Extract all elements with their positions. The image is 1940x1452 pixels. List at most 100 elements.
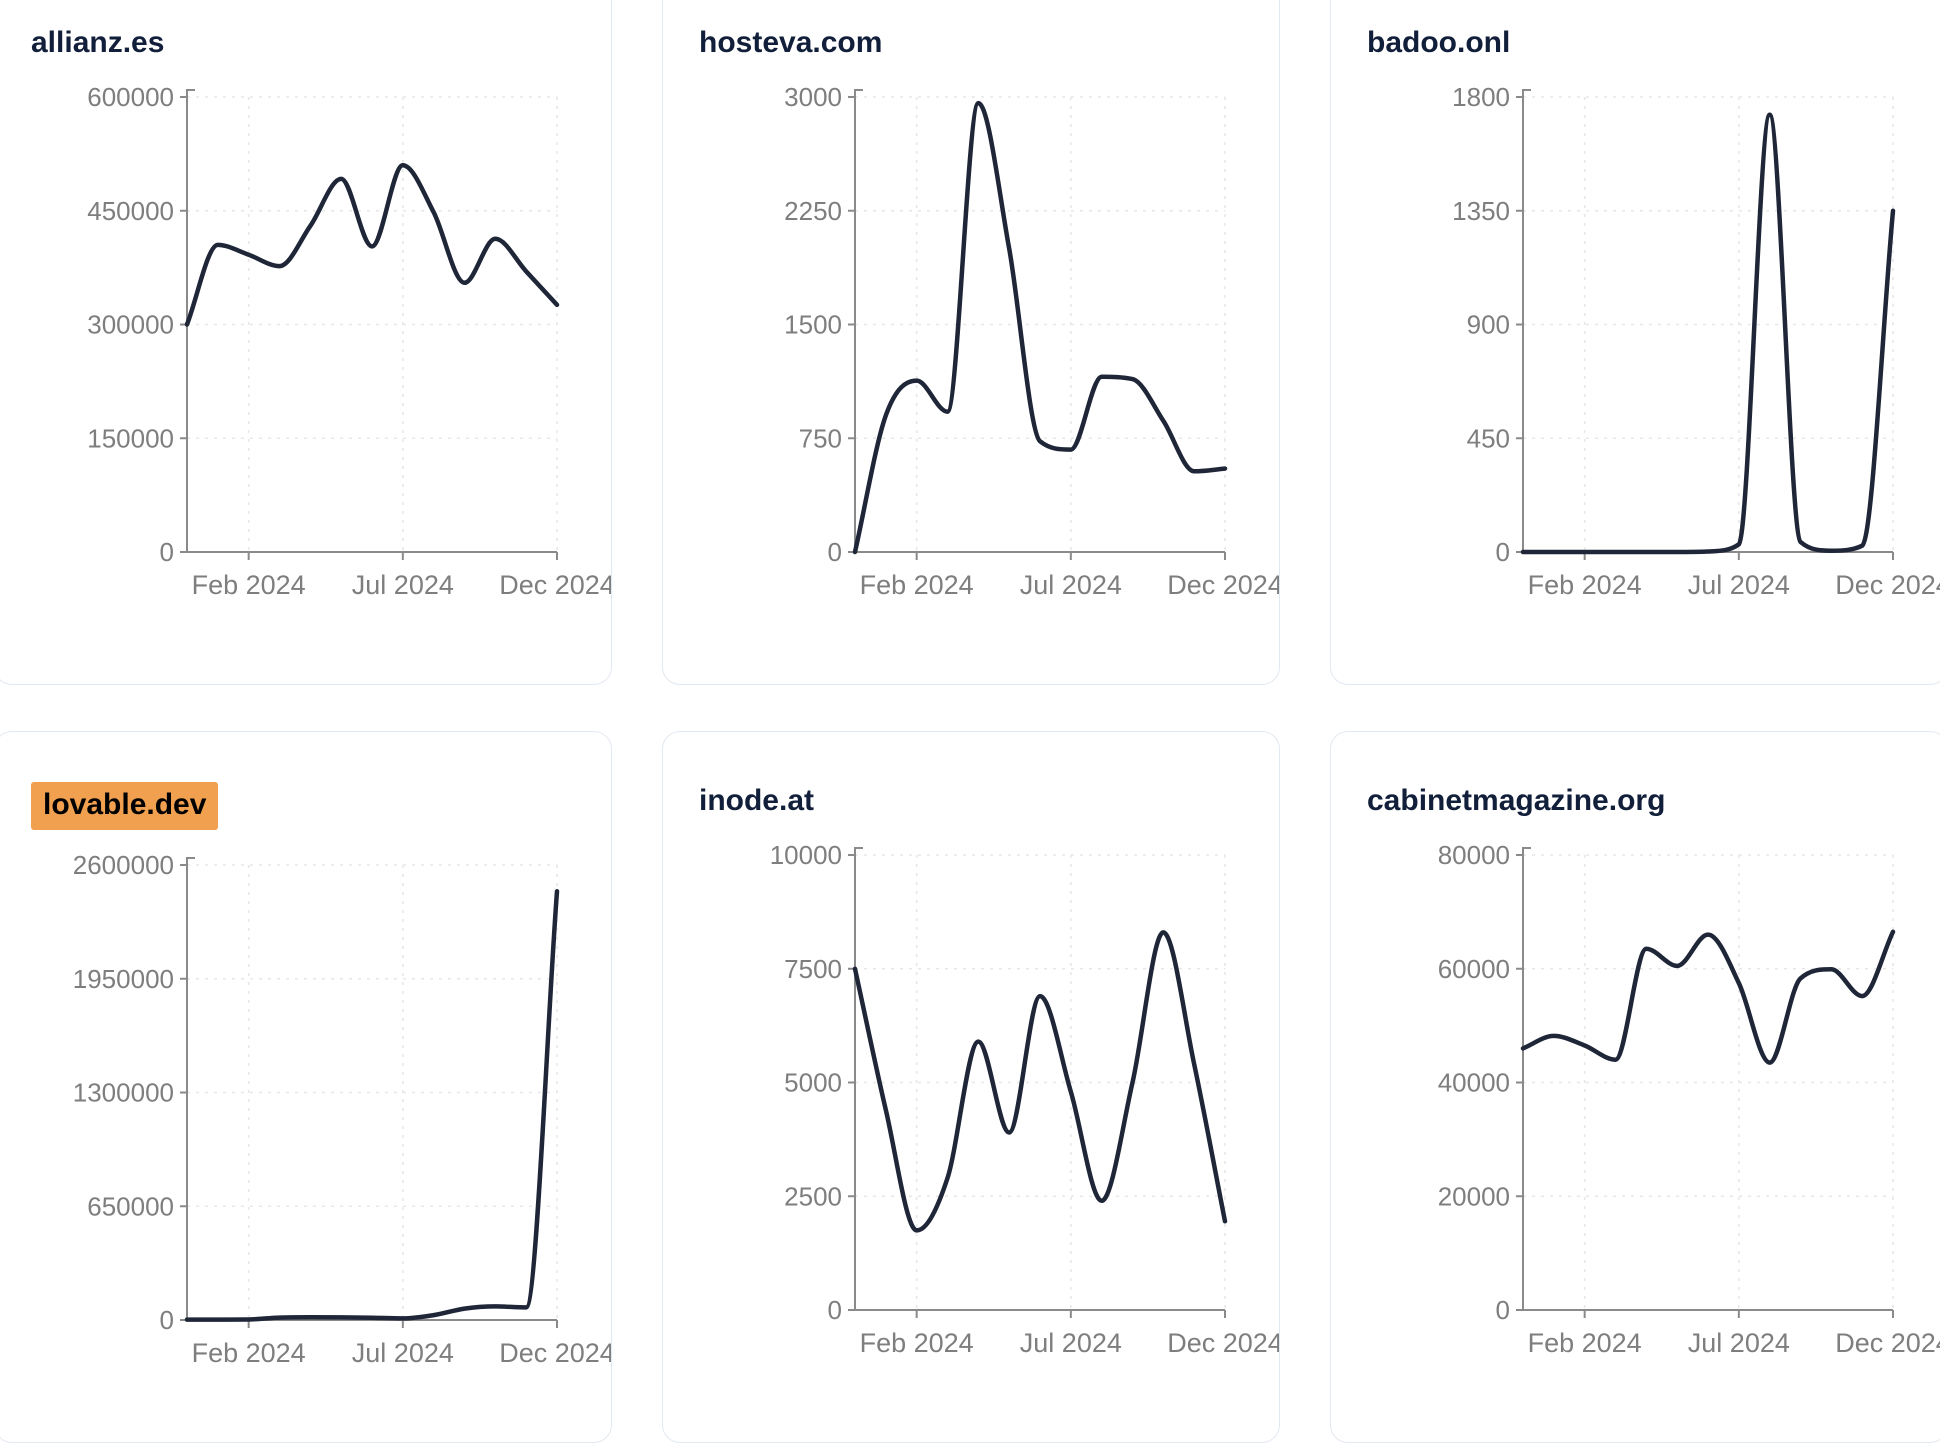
gridlines [187,96,558,552]
chart-card-hosteva-com[interactable]: hosteva.com 0 750 1500 2250 3000 Feb 2024 Jul … [662,0,1280,685]
y-tick-label: 3000 [784,82,842,112]
chart-svg: 0 150000 300000 450000 600000 Feb 2024 Jul 202… [87,82,612,600]
chart-title: lovable.dev [31,782,611,830]
y-tick-label: 0 [1496,537,1510,567]
y-tick-label: 2250 [784,196,842,226]
line-chart: 0 450 900 1350 1800 Feb 2024 Jul 2024 Dec 2024 [1353,72,1940,612]
y-axis: 0 450 900 1350 1800 [1452,82,1523,567]
gridlines [1523,96,1894,552]
chart-title: badoo.onl [1367,24,1940,62]
series-line [1520,929,1896,1065]
x-tick-label: Feb 2024 [860,570,974,600]
x-tick-label: Feb 2024 [1528,570,1642,600]
y-tick-label: 2600000 [73,850,174,880]
y-tick-label: 300000 [87,310,174,340]
y-axis: 0 2500 5000 7500 10000 [770,840,855,1325]
y-tick-label: 0 [828,1295,842,1325]
y-tick-label: 60000 [1438,954,1510,984]
line-chart: 0 150000 300000 450000 600000 Feb 2024 Jul 202… [17,72,611,612]
line-chart: 0 20000 40000 60000 80000 Feb 2024 Jul 2024 Dec… [1353,830,1940,1370]
y-tick-label: 1350 [1452,196,1510,226]
x-tick-label: Dec 2024 [499,570,612,600]
y-axis: 0 650000 1300000 1950000 2600000 [73,850,187,1335]
line-chart: 0 2500 5000 7500 10000 Feb 2024 Jul 2024 Dec 20… [685,830,1279,1370]
y-tick-label: 600000 [87,82,174,112]
y-tick-label: 2500 [784,1181,842,1211]
y-axis: 0 750 1500 2250 3000 [784,82,855,567]
series-line [1520,112,1896,555]
x-tick-label: Jul 2024 [1688,1328,1790,1358]
x-axis: Feb 2024 Jul 2024 Dec 2024 [192,552,612,600]
x-axis: Feb 2024 Jul 2024 Dec 2024 [192,1320,612,1368]
axis-domain [854,847,1225,1311]
y-tick-label: 650000 [87,1191,174,1221]
domain-label: cabinetmagazine.org [1367,784,1666,817]
y-tick-label: 0 [160,537,174,567]
y-axis: 0 20000 40000 60000 80000 [1438,840,1523,1325]
chart-svg: 0 450 900 1350 1800 Feb 2024 Jul 2024 Dec 2024 [1452,82,1940,600]
gridlines [855,854,1226,1310]
gridlines [187,864,558,1320]
series-line [184,889,560,1322]
y-tick-label: 80000 [1438,840,1510,870]
x-tick-label: Dec 2024 [1835,570,1940,600]
series-line [852,930,1228,1233]
y-tick-label: 1500 [784,310,842,340]
domain-label: badoo.onl [1367,26,1511,59]
x-axis: Feb 2024 Jul 2024 Dec 2024 [1528,552,1940,600]
axis-domain [186,857,557,1321]
chart-card-cabinetmagazine-org[interactable]: cabinetmagazine.org 0 20000 40000 60000 8000… [1330,731,1940,1443]
series-line [852,100,1228,555]
domain-label highlighted-domain-label: lovable.dev [31,782,219,830]
x-tick-label: Jul 2024 [352,1338,454,1368]
line-chart: 0 650000 1300000 1950000 2600000 Feb 2024 Jul … [17,840,611,1380]
y-tick-label: 1800 [1452,82,1510,112]
axis-domain [186,89,557,553]
chart-svg: 0 20000 40000 60000 80000 Feb 2024 Jul 2024 Dec… [1438,840,1940,1358]
x-tick-label: Feb 2024 [192,570,306,600]
domain-label: allianz.es [31,26,165,59]
y-tick-label: 10000 [770,840,842,870]
y-tick-label: 450000 [87,196,174,226]
x-tick-label: Feb 2024 [192,1338,306,1368]
x-tick-label: Dec 2024 [499,1338,612,1368]
gridlines [855,96,1226,552]
chart-title: cabinetmagazine.org [1367,782,1940,820]
chart-card-badoo-onl[interactable]: badoo.onl 0 450 900 1350 1800 Feb 2024 Jul 202… [1330,0,1940,685]
x-tick-label: Dec 2024 [1835,1328,1940,1358]
y-tick-label: 0 [160,1305,174,1335]
chart-card-lovable-dev[interactable]: lovable.dev 0 650000 1300000 1950000 2600000… [0,731,612,1443]
x-axis: Feb 2024 Jul 2024 Dec 2024 [860,1310,1280,1358]
x-tick-label: Dec 2024 [1167,570,1280,600]
axis-domain [1522,847,1893,1311]
y-axis: 0 150000 300000 450000 600000 [87,82,187,567]
chart-title: allianz.es [31,24,611,62]
axis-domain [1522,89,1893,553]
y-tick-label: 7500 [784,954,842,984]
y-tick-label: 0 [828,537,842,567]
y-tick-label: 5000 [784,1068,842,1098]
chart-svg: 0 750 1500 2250 3000 Feb 2024 Jul 2024 Dec 2024 [784,82,1280,600]
x-tick-label: Jul 2024 [352,570,454,600]
x-tick-label: Dec 2024 [1167,1328,1280,1358]
y-tick-label: 1950000 [73,964,174,994]
axis-domain [854,89,1225,553]
chart-card-allianz-es[interactable]: allianz.es 0 150000 300000 450000 600000 Feb … [0,0,612,685]
y-tick-label: 900 [1467,310,1510,340]
y-tick-label: 750 [799,423,842,453]
y-tick-label: 1300000 [73,1078,174,1108]
x-axis: Feb 2024 Jul 2024 Dec 2024 [860,552,1280,600]
y-tick-label: 20000 [1438,1181,1510,1211]
series-line [184,163,560,327]
x-tick-label: Jul 2024 [1688,570,1790,600]
domain-label: inode.at [699,784,815,817]
x-tick-label: Jul 2024 [1020,570,1122,600]
chart-card-inode-at[interactable]: inode.at 0 2500 5000 7500 10000 Feb 2024 Jul 2… [662,731,1280,1443]
y-tick-label: 40000 [1438,1068,1510,1098]
x-tick-label: Jul 2024 [1020,1328,1122,1358]
chart-svg: 0 2500 5000 7500 10000 Feb 2024 Jul 2024 Dec 20… [770,840,1280,1358]
x-tick-label: Feb 2024 [860,1328,974,1358]
chart-title: hosteva.com [699,24,1279,62]
domain-label: hosteva.com [699,26,883,59]
